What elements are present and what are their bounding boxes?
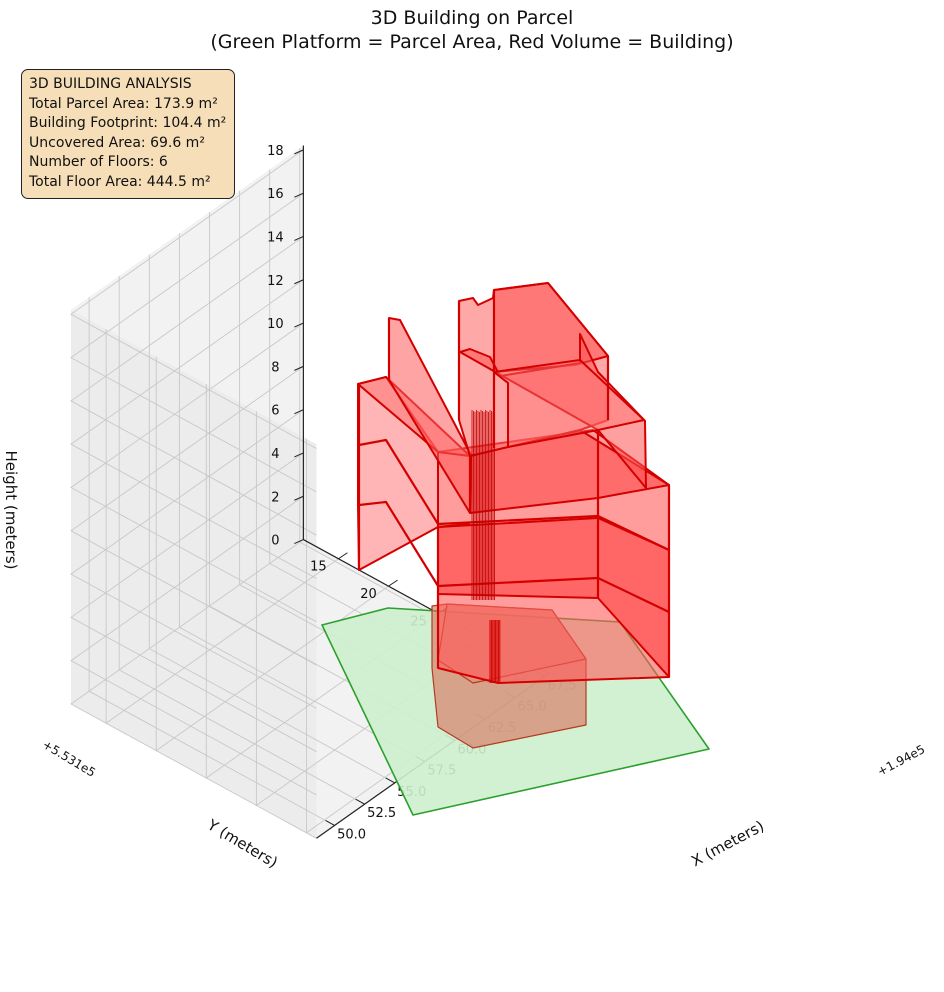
geometry [321, 282, 710, 816]
x-axis-label: X (meters) [688, 817, 767, 870]
info-line-floors: Number of Floors: 6 [29, 154, 168, 170]
y-axis-label: Y (meters) [203, 815, 280, 871]
z-tick-label: 0 [271, 534, 279, 549]
y-offset-label: +5.531e5 [40, 737, 98, 780]
z-tick [294, 495, 304, 501]
info-line-floor-area: Total Floor Area: 444.5 m² [29, 173, 211, 190]
z-tick [294, 365, 304, 371]
z-tick-label: 16 [267, 187, 284, 202]
z-gridline [70, 322, 317, 623]
z-tick [294, 539, 304, 545]
z-gridline [70, 149, 317, 449]
chart-title: 3D Building on Parcel (Green Platform = … [210, 7, 734, 53]
info-line-footprint: Building Footprint: 104.4 m² [29, 115, 227, 131]
floor-line-1 [358, 438, 670, 551]
x-tick [325, 820, 335, 826]
x-offset-label: +1.94e5 [875, 742, 927, 779]
z-tick [294, 192, 304, 198]
x-tick [385, 777, 395, 784]
z-tick-label: 12 [267, 274, 284, 289]
z-tick-label: 6 [271, 404, 279, 419]
z-tick-label: 10 [267, 317, 284, 332]
z-gridline [70, 279, 317, 579]
y-tick-label: 20 [360, 587, 377, 602]
z-gridline [70, 539, 317, 839]
z-gridline [70, 236, 317, 536]
z-tick-label: 18 [267, 144, 284, 159]
x-tick-label: 52.5 [367, 806, 396, 821]
y-tick [388, 579, 398, 587]
x-tick-label: 50.0 [337, 827, 366, 842]
z-tick [294, 322, 304, 328]
info-line-parcel-area: Total Parcel Area: 173.9 m² [29, 95, 218, 112]
z-gridline [70, 409, 317, 709]
z-axis-label: Height (meters) [2, 451, 20, 570]
y-tick [338, 552, 348, 560]
analysis-info-box: 3D BUILDING ANALYSIS Total Parcel Area: … [21, 69, 236, 199]
z-tick-label: 8 [271, 360, 279, 375]
z-tick-label: 14 [267, 230, 284, 245]
z-tick-label: 2 [271, 490, 279, 505]
x-tick [355, 798, 365, 805]
z-tick [294, 409, 304, 415]
z-gridline [70, 495, 317, 796]
z-tick [294, 452, 304, 458]
z-tick [294, 279, 304, 285]
z-tick [294, 149, 304, 155]
z-tick [294, 236, 304, 241]
y-tick-label: 15 [310, 560, 327, 575]
z-gridline [70, 452, 317, 753]
z-gridline [70, 366, 317, 666]
floor-line-3 [437, 522, 471, 529]
z-gridline [70, 192, 317, 493]
info-line-uncovered-area: Uncovered Area: 69.6 m² [29, 134, 205, 151]
info-line-heading: 3D BUILDING ANALYSIS [29, 76, 192, 92]
z-tick-label: 4 [271, 447, 279, 462]
